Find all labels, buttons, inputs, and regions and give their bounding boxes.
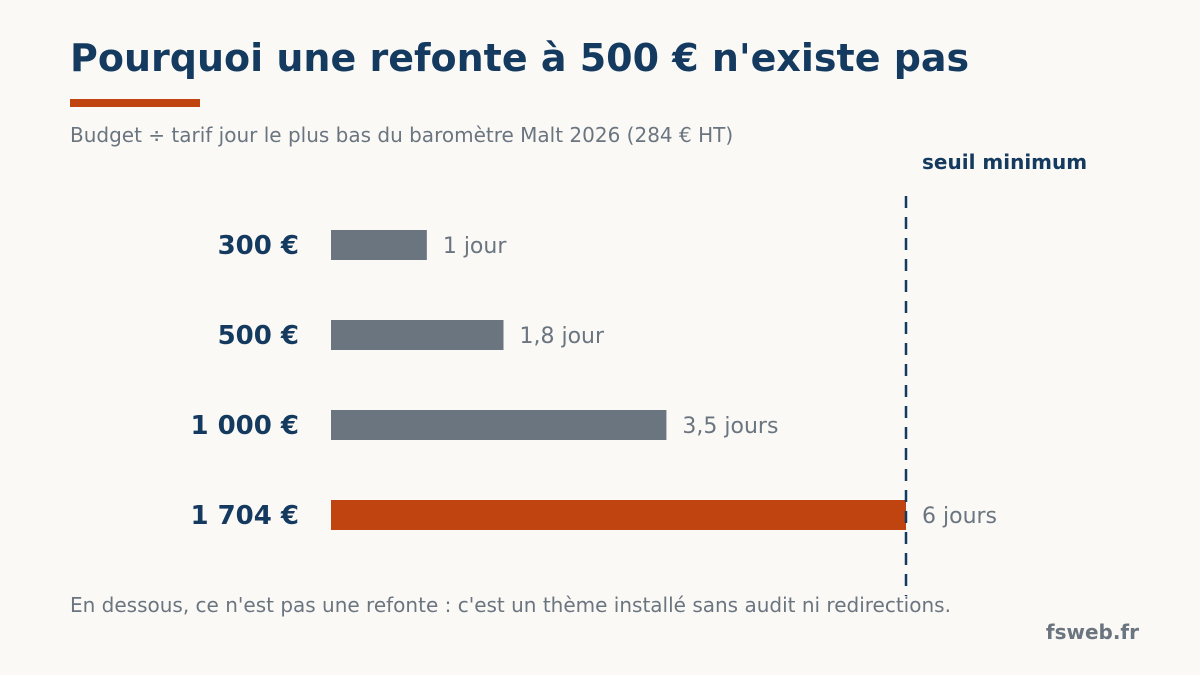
brand-label: fsweb.fr: [1045, 620, 1139, 644]
chart-title: Pourquoi une refonte à 500 € n'existe pa…: [70, 36, 970, 80]
value-label: 3,5 jours: [682, 414, 778, 439]
title-accent-bar: [70, 99, 200, 107]
category-label: 1 000 €: [190, 411, 299, 441]
bar: [331, 320, 504, 350]
bar-highlight: [331, 500, 906, 530]
value-label: 6 jours: [922, 504, 997, 529]
threshold-label: seuil minimum: [922, 150, 1087, 174]
value-label: 1 jour: [443, 234, 508, 259]
footer-note: En dessous, ce n'est pas une refonte : c…: [70, 593, 951, 617]
category-label: 500 €: [218, 321, 299, 351]
value-label: 1,8 jour: [520, 324, 605, 349]
category-label: 300 €: [218, 231, 299, 261]
category-label: 1 704 €: [190, 501, 299, 531]
chart-subtitle: Budget ÷ tarif jour le plus bas du barom…: [70, 123, 734, 147]
bar: [331, 410, 667, 440]
bar: [331, 230, 427, 260]
